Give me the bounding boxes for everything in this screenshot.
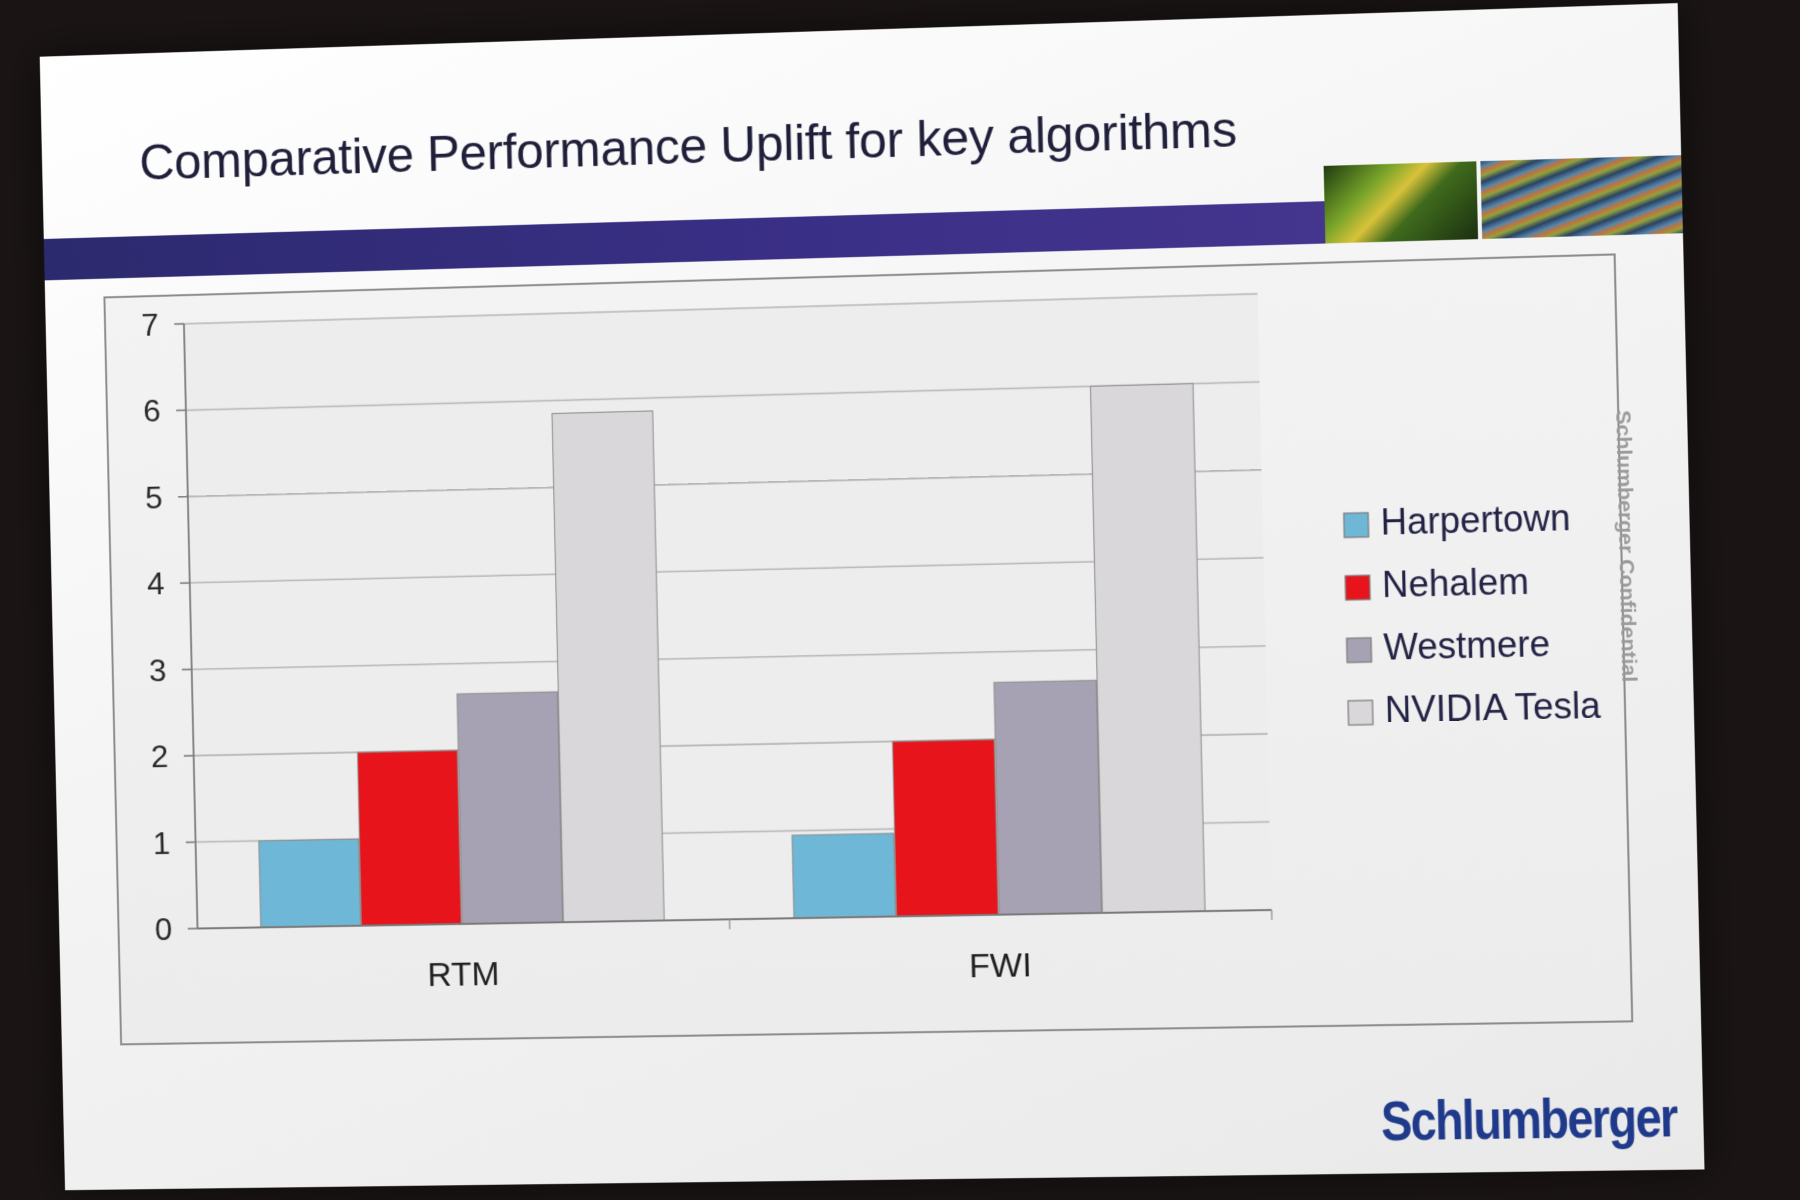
legend-label: Nehalem [1382,561,1530,605]
legend: Harpertown Nehalem Westmere NVIDIA Tesla [1344,497,1602,731]
bar-nvidia-tesla-fwi [1090,384,1205,913]
bar-nehalem-fwi [892,739,998,916]
y-tick-label: 7 [141,307,159,343]
legend-swatch [1345,575,1370,600]
y-tick-label: 5 [145,479,163,515]
bar-nehalem-rtm [357,750,461,925]
legend-label: Westmere [1383,624,1551,668]
slide-title: Comparative Performance Uplift for key a… [139,100,1238,192]
bar-westmere-fwi [994,680,1101,914]
bar-nvidia-tesla-rtm [552,411,664,922]
schlumberger-logo: Schlumberger [1380,1084,1677,1154]
header-image-seismic [1480,155,1683,239]
legend-swatch [1348,700,1373,725]
header-image-geology [1324,161,1478,243]
x-category-label: FWI [969,946,1032,985]
bar-chart: 0 1 2 3 4 5 6 7 RTM FWI Harpertown Nehalem Westmere… [105,255,1631,1043]
legend-swatch [1347,638,1372,663]
bar-harpertown-fwi [792,833,895,918]
chart-frame: 0 1 2 3 4 5 6 7 RTM FWI Harpertown Nehalem Westmere… [103,253,1633,1045]
y-tick-label: 0 [154,911,172,947]
y-tick-label: 1 [152,825,170,861]
y-tick-label: 3 [149,652,167,688]
legend-swatch [1344,513,1369,538]
presentation-slide: Comparative Performance Uplift for key a… [40,3,1705,1190]
bar-westmere-rtm [457,692,562,924]
y-tick-label: 2 [151,738,169,774]
bar-harpertown-rtm [259,839,361,927]
x-category-label: RTM [427,955,500,994]
confidential-notice: Schlumberger Confidential [1610,410,1641,682]
y-tick-label: 4 [147,566,165,602]
legend-label: Harpertown [1380,497,1571,542]
legend-label: NVIDIA Tesla [1384,685,1601,730]
y-tick-label: 6 [143,393,161,429]
